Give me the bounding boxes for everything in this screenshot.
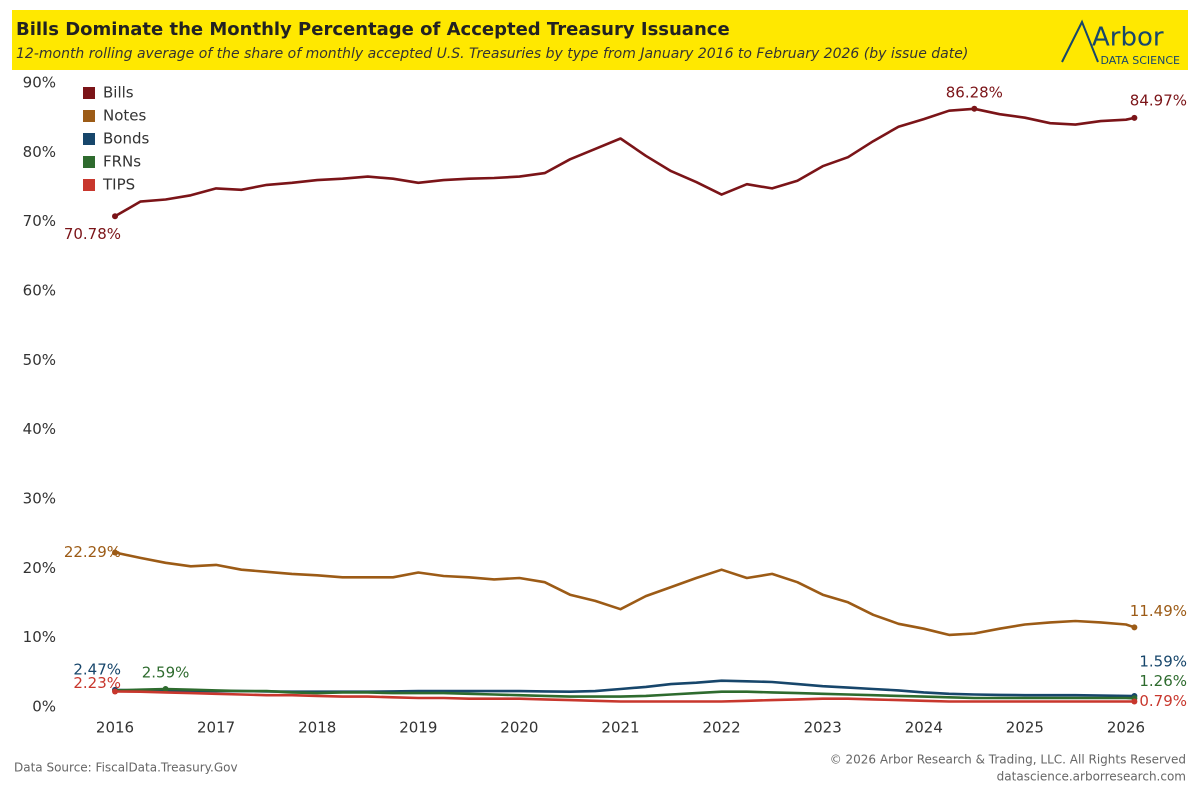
x-tick-label: 2022 xyxy=(703,719,741,737)
data-label: 2.23% xyxy=(73,674,121,692)
y-tick-label: 80% xyxy=(23,143,56,161)
data-label: 22.29% xyxy=(64,543,121,561)
x-tick-label: 2019 xyxy=(399,719,437,737)
logo-tagline: DATA SCIENCE xyxy=(1100,54,1180,67)
y-tick-label: 90% xyxy=(23,74,56,92)
point xyxy=(112,688,119,695)
legend-label: FRNs xyxy=(103,153,141,171)
legend-swatch xyxy=(83,179,95,191)
x-tick-label: 2021 xyxy=(601,719,639,737)
y-tick-label: 0% xyxy=(32,698,56,716)
header-band xyxy=(12,10,1188,70)
legend-label: Bills xyxy=(103,84,134,102)
y-tick-label: 30% xyxy=(23,490,56,508)
y-tick-label: 40% xyxy=(23,420,56,438)
x-tick-label: 2025 xyxy=(1006,719,1044,737)
copyright: © 2026 Arbor Research & Trading, LLC. Al… xyxy=(830,753,1186,767)
logo-name: Arbor xyxy=(1092,23,1164,53)
y-tick-label: 60% xyxy=(23,282,56,300)
chart-title: Bills Dominate the Monthly Percentage of… xyxy=(16,19,730,40)
data-label: 84.97% xyxy=(1130,91,1187,109)
series-line xyxy=(114,687,1135,700)
y-tick-label: 50% xyxy=(23,351,56,369)
data-label: 2.47% xyxy=(73,660,121,678)
legend-swatch xyxy=(83,110,95,122)
series-line xyxy=(114,690,1135,703)
x-tick-label: 2017 xyxy=(197,719,235,737)
chart-subtitle: 12-month rolling average of the share of… xyxy=(16,46,968,62)
x-tick-label: 2024 xyxy=(905,719,943,737)
series-line xyxy=(114,107,1135,218)
x-tick-label: 2016 xyxy=(96,719,134,737)
data-label: 86.28% xyxy=(946,83,1003,101)
legend-swatch xyxy=(83,133,95,145)
series-line xyxy=(114,679,1135,698)
data-label: 1.59% xyxy=(1139,652,1187,670)
legend-swatch xyxy=(83,87,95,99)
data-label: 0.79% xyxy=(1139,692,1187,710)
x-tick-label: 2020 xyxy=(500,719,538,737)
legend-label: Notes xyxy=(103,107,147,125)
point xyxy=(971,105,978,112)
logo-mark xyxy=(1061,19,1099,63)
point xyxy=(1131,698,1138,705)
source: Data Source: FiscalData.Treasury.Gov xyxy=(14,761,238,775)
y-tick-label: 10% xyxy=(23,628,56,646)
data-label: 70.78% xyxy=(64,225,121,243)
data-label: 2.59% xyxy=(142,664,190,682)
legend-swatch xyxy=(83,156,95,168)
point xyxy=(1131,624,1138,631)
data-label: 1.26% xyxy=(1139,672,1187,690)
y-tick-label: 70% xyxy=(23,212,56,230)
point xyxy=(112,549,119,556)
point xyxy=(1131,114,1138,121)
point xyxy=(162,686,169,693)
series-line xyxy=(114,551,1135,637)
x-tick-label: 2026 xyxy=(1107,719,1145,737)
data-label: 11.49% xyxy=(1130,602,1187,620)
y-tick-label: 20% xyxy=(23,559,56,577)
x-tick-label: 2018 xyxy=(298,719,336,737)
x-tick-label: 2023 xyxy=(804,719,842,737)
point xyxy=(112,213,119,220)
website: datascience.arborresearch.com xyxy=(997,770,1186,784)
legend-label: TIPS xyxy=(102,176,135,194)
legend-label: Bonds xyxy=(103,130,149,148)
